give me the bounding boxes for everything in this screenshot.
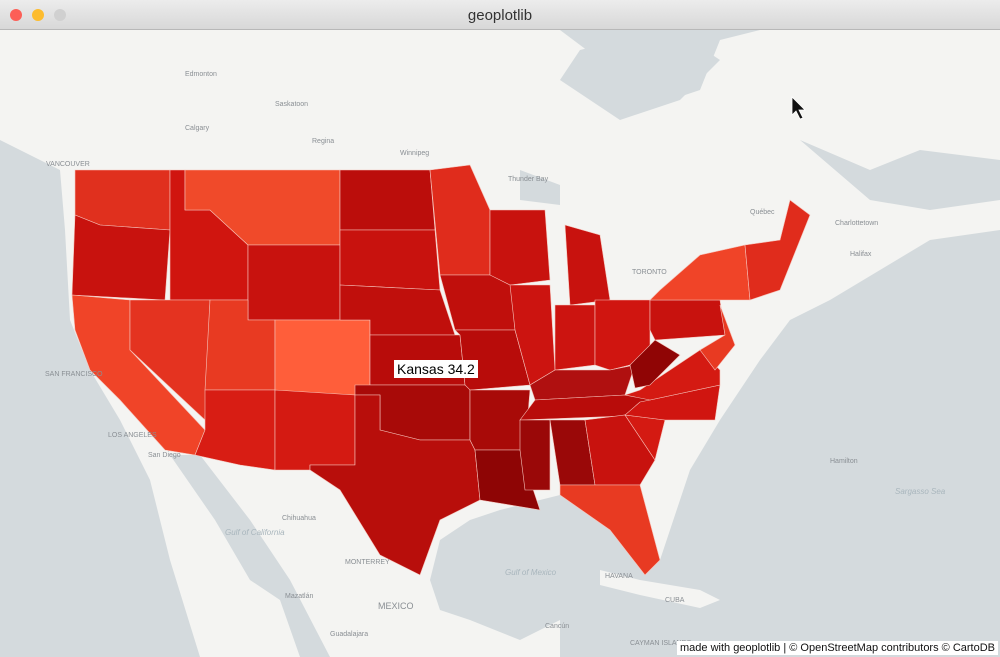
- state[interactable]: [339, 229, 441, 291]
- map: Edmonton Saskatoon Calgary Regina Winnip…: [0, 30, 1000, 657]
- state[interactable]: [274, 319, 371, 396]
- place-label: Thunder Bay: [508, 176, 549, 183]
- place-label: Calgary: [185, 125, 210, 132]
- place-label: HAVANA: [605, 573, 633, 580]
- state[interactable]: [649, 299, 726, 341]
- state[interactable]: [519, 419, 551, 491]
- state[interactable]: [489, 209, 551, 286]
- place-label: CUBA: [665, 597, 685, 604]
- place-label: Halifax: [850, 251, 872, 258]
- state[interactable]: [559, 484, 661, 576]
- state[interactable]: [554, 304, 596, 371]
- state[interactable]: [339, 169, 436, 231]
- close-button[interactable]: [10, 9, 22, 21]
- zoom-button[interactable]: [54, 9, 66, 21]
- place-label: Edmonton: [185, 71, 217, 78]
- hover-tooltip: Kansas 34.2: [394, 360, 478, 378]
- place-label: Cancún: [545, 623, 569, 630]
- place-label: MEXICO: [378, 601, 414, 611]
- place-label: Winnipeg: [400, 150, 429, 157]
- sea-label: Gulf of California: [225, 528, 285, 537]
- state[interactable]: [71, 214, 171, 301]
- place-label: SAN FRANCISCO: [45, 371, 103, 378]
- map-labels: Edmonton Saskatoon Calgary Regina Winnip…: [45, 71, 946, 647]
- place-label: Hamilton: [830, 458, 858, 465]
- place-label: LOS ANGELES: [108, 432, 157, 439]
- place-label: CAYMAN ISLANDS: [630, 640, 692, 647]
- place-label: Chihuahua: [282, 515, 316, 522]
- place-label: VANCOUVER: [46, 161, 90, 168]
- place-label: Charlottetown: [835, 220, 878, 227]
- hudson-bay: [560, 40, 720, 120]
- place-label: Saskatoon: [275, 101, 308, 108]
- gulf-of-st-lawrence: [800, 140, 1000, 210]
- sea-label: Gulf of Mexico: [505, 568, 557, 577]
- title-bar: geoplotlib: [0, 0, 1000, 30]
- place-label: Guadalajara: [330, 631, 368, 638]
- attribution: made with geoplotlib | © OpenStreetMap c…: [677, 641, 998, 655]
- cursor: [791, 96, 806, 120]
- sea-label: Sargasso Sea: [895, 487, 946, 496]
- place-label: MONTERREY: [345, 559, 390, 566]
- gulf-of-california: [170, 455, 330, 657]
- window-title: geoplotlib: [467, 7, 533, 24]
- place-label: San Diego: [148, 452, 181, 459]
- place-label: Québec: [750, 209, 775, 216]
- cuba: [600, 570, 720, 608]
- state[interactable]: [623, 349, 721, 401]
- state[interactable]: [309, 394, 481, 576]
- lake-superior: [520, 170, 560, 205]
- state[interactable]: [699, 304, 736, 371]
- state[interactable]: [274, 389, 356, 471]
- state[interactable]: [744, 199, 811, 301]
- place-label: TORONTO: [632, 269, 667, 276]
- place-label: Mazatlán: [285, 593, 314, 600]
- minimize-button[interactable]: [32, 9, 44, 21]
- state[interactable]: [584, 414, 656, 486]
- state[interactable]: [247, 244, 341, 321]
- state[interactable]: [629, 339, 681, 389]
- place-label: Regina: [312, 138, 334, 145]
